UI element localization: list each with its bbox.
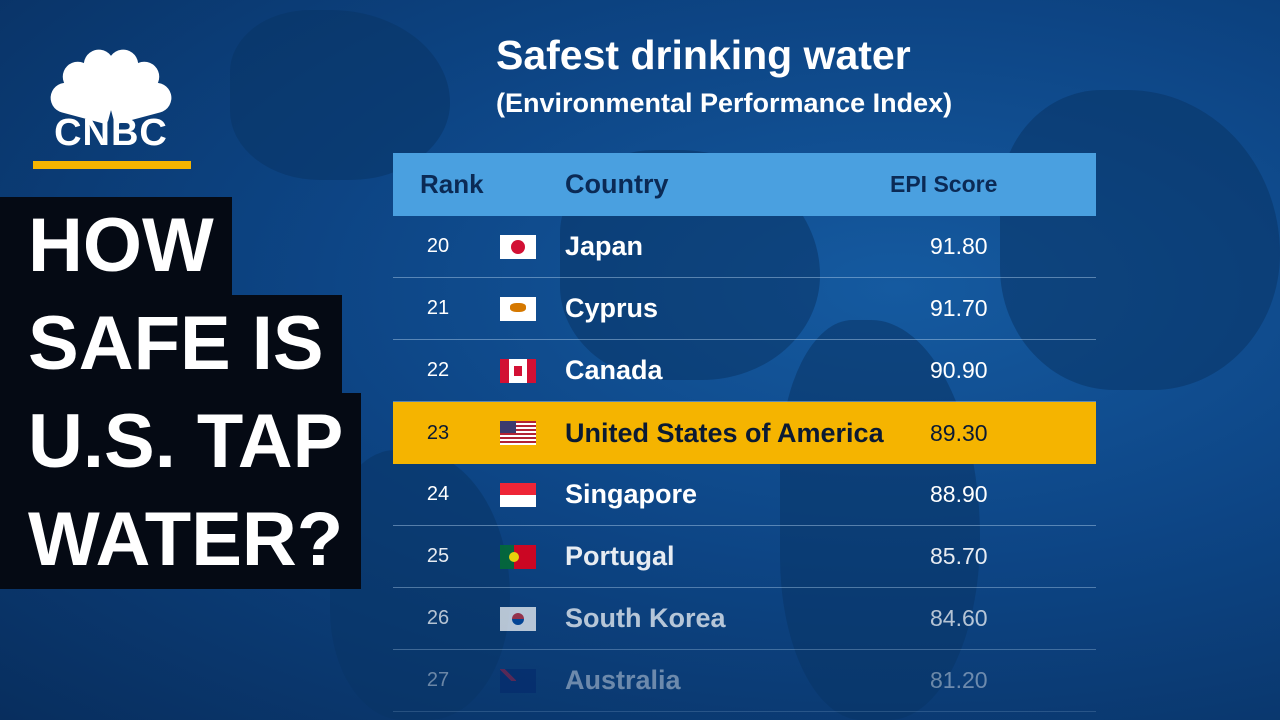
- flag-cell: [483, 544, 565, 569]
- flag-cell: [483, 234, 565, 259]
- country-cell: Canada: [565, 355, 663, 385]
- flag-cell: [483, 668, 565, 693]
- headline-line: SAFE IS: [0, 295, 342, 393]
- country-cell: Portugal: [565, 541, 675, 571]
- australia-flag-icon: [500, 668, 536, 693]
- flag-cell: [483, 296, 565, 321]
- header-country: Country: [565, 169, 669, 199]
- headline-line: WATER?: [0, 491, 362, 589]
- header-score: EPI Score: [890, 171, 998, 197]
- table-row: 20 Japan 91.80: [393, 216, 1096, 278]
- cnbc-logo: CNBC: [30, 22, 192, 155]
- table-row: 23 United States of America 89.30: [393, 402, 1096, 464]
- country-cell: Singapore: [565, 479, 698, 509]
- canada-flag-icon: [500, 358, 536, 383]
- score-cell: 90.90: [930, 357, 988, 383]
- country-cell: Japan: [565, 231, 644, 261]
- peacock-icon: [30, 22, 192, 125]
- rank-cell: 23: [426, 421, 450, 444]
- score-cell: 85.70: [930, 543, 988, 569]
- country-cell: Australia: [565, 665, 681, 695]
- flag-cell: [483, 482, 565, 507]
- flag-cell: [483, 421, 565, 445]
- japan-flag-icon: [500, 234, 536, 259]
- rank-cell: 26: [426, 607, 450, 629]
- portugal-flag-icon: [500, 544, 536, 569]
- table-row: 22 Canada 90.90: [393, 340, 1096, 402]
- headline-line: HOW: [0, 197, 232, 295]
- chart-subtitle: (Environmental Performance Index): [496, 88, 953, 118]
- country-cell: United States of America: [565, 417, 884, 448]
- table-row: 26 South Korea 84.60: [393, 588, 1096, 650]
- country-cell: Cyprus: [565, 293, 659, 323]
- flag-cell: [483, 358, 565, 383]
- map-landmass: [230, 10, 450, 180]
- score-cell: 91.70: [930, 295, 988, 321]
- table-header: Rank Country EPI Score: [393, 153, 1096, 216]
- cyprus-flag-icon: [500, 296, 536, 321]
- score-cell: 91.80: [930, 233, 988, 259]
- table-row: 25 Portugal 85.70: [393, 526, 1096, 588]
- rank-cell: 21: [426, 297, 450, 319]
- ranking-table: Rank Country EPI Score 20 Japan 91.80 21 …: [393, 153, 1096, 712]
- header-rank: Rank: [420, 169, 484, 199]
- headline-line: U.S. TAP: [0, 393, 362, 491]
- map-landmass: [780, 320, 980, 720]
- table-row: 21 Cyprus 91.70: [393, 278, 1096, 340]
- score-cell: 89.30: [930, 419, 988, 446]
- usa-flag-icon: [500, 421, 536, 445]
- table-row: 27 Australia 81.20: [393, 650, 1096, 712]
- score-cell: 84.60: [930, 605, 988, 631]
- score-cell: 81.20: [930, 667, 988, 693]
- rank-cell: 20: [426, 235, 450, 257]
- score-cell: 88.90: [930, 481, 988, 507]
- headline: HOW SAFE IS U.S. TAP WATER?: [0, 197, 362, 589]
- rank-cell: 25: [426, 545, 450, 567]
- flag-cell: [483, 606, 565, 631]
- rank-cell: 24: [426, 483, 450, 505]
- table-row: 24 Singapore 88.90: [393, 464, 1096, 526]
- chart-title: Safest drinking water: [496, 32, 911, 78]
- map-landmass: [1000, 90, 1280, 390]
- south-korea-flag-icon: [500, 606, 536, 631]
- logo-text: CNBC: [54, 112, 168, 154]
- singapore-flag-icon: [500, 482, 536, 507]
- rank-cell: 27: [426, 669, 450, 691]
- logo-underline: [33, 161, 191, 169]
- country-cell: South Korea: [565, 603, 726, 633]
- rank-cell: 22: [426, 359, 450, 381]
